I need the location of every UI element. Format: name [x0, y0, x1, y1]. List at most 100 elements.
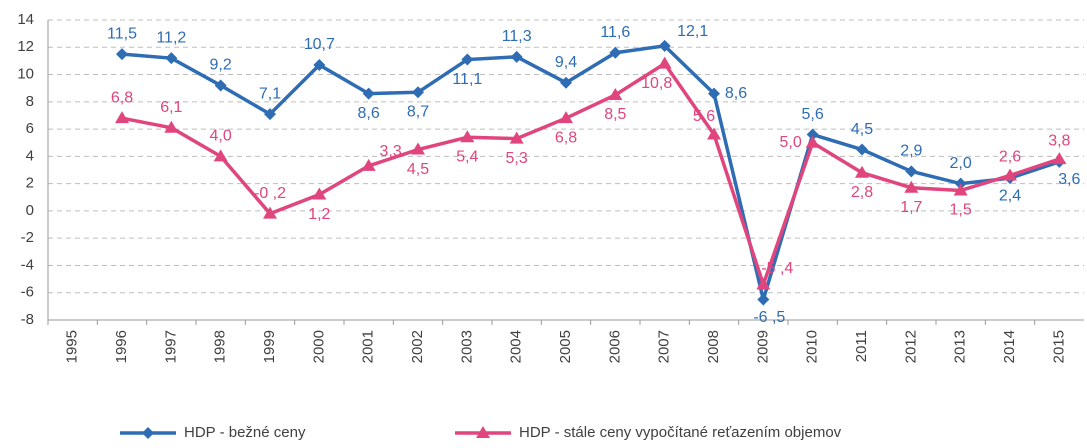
data-label: 5,6 — [693, 108, 715, 125]
data-label: -6 ,5 — [753, 309, 785, 326]
x-tick-label: 2011 — [853, 330, 870, 362]
y-tick-label: 10 — [17, 66, 34, 83]
marker — [263, 206, 277, 219]
x-tick-label: 2013 — [952, 330, 969, 363]
marker — [1052, 152, 1067, 165]
marker — [856, 143, 868, 156]
data-label: 4,5 — [851, 121, 873, 138]
legend-marker — [476, 426, 490, 438]
marker — [361, 158, 376, 171]
marker — [658, 39, 671, 52]
marker — [855, 165, 869, 178]
data-label: 8,6 — [725, 85, 747, 102]
x-tick-label: 2001 — [360, 330, 377, 363]
data-label: 11,5 — [107, 25, 137, 42]
marker — [313, 59, 326, 71]
y-tick-label: 14 — [17, 11, 34, 28]
y-tick-label: -6 — [21, 284, 34, 301]
y-tick-label: 0 — [26, 202, 34, 219]
data-label: 5,3 — [506, 150, 528, 167]
marker — [164, 120, 179, 133]
data-label: 6,8 — [111, 89, 133, 106]
data-label: 5,4 — [456, 148, 478, 165]
x-tick-label: 2000 — [310, 330, 327, 363]
y-tick-label: 2 — [26, 175, 34, 192]
data-label: 2,8 — [851, 184, 873, 201]
data-label: 4,0 — [210, 128, 232, 145]
marker — [608, 88, 623, 100]
data-label: -5 ,4 — [761, 260, 793, 277]
y-tick-label: -2 — [21, 229, 34, 246]
data-label: 1,7 — [900, 199, 922, 216]
x-tick-label: 2015 — [1050, 330, 1067, 363]
marker — [904, 180, 919, 193]
marker — [362, 87, 375, 100]
data-label: 9,2 — [210, 57, 232, 74]
x-tick-label: 2003 — [458, 330, 475, 363]
x-tick-label: 2009 — [754, 330, 771, 363]
x-tick-label: 2007 — [656, 330, 673, 363]
data-label: 10,7 — [304, 36, 335, 53]
marker — [460, 130, 475, 143]
data-label: 10,8 — [641, 75, 672, 92]
x-tick-label: 2012 — [902, 330, 919, 363]
data-label: 5,0 — [780, 134, 802, 151]
y-tick-label: 4 — [26, 147, 34, 164]
y-tick-label: 12 — [17, 38, 34, 55]
x-tick-label: 1997 — [162, 330, 179, 363]
legend-marker — [142, 427, 154, 439]
data-label: 4,5 — [407, 161, 429, 178]
marker — [805, 135, 820, 148]
data-label: 11,3 — [502, 28, 532, 45]
data-label: 8,6 — [358, 105, 380, 122]
x-tick-label: 1996 — [113, 330, 130, 363]
x-tick-label: 2008 — [705, 330, 722, 363]
marker — [708, 87, 720, 100]
data-label: 11,6 — [600, 24, 630, 41]
y-tick-label: -4 — [21, 256, 34, 273]
data-label: 12,1 — [677, 23, 708, 40]
marker — [214, 79, 227, 92]
x-tick-label: 2002 — [409, 330, 426, 363]
marker — [560, 76, 572, 89]
y-tick-label: 6 — [26, 120, 34, 137]
series-line — [121, 44, 1060, 307]
marker — [312, 187, 327, 200]
x-tick-label: 2014 — [1001, 330, 1018, 363]
marker — [165, 52, 178, 65]
marker — [905, 165, 918, 178]
data-label: -0 ,2 — [254, 185, 286, 202]
data-label: 2,6 — [999, 149, 1021, 166]
marker — [657, 56, 672, 69]
data-label: 8,7 — [407, 103, 429, 120]
data-label: 1,2 — [308, 206, 330, 223]
marker — [609, 46, 622, 59]
marker — [461, 53, 474, 66]
data-label: 3,3 — [380, 143, 402, 160]
marker — [411, 142, 425, 155]
x-tick-label: 1995 — [64, 330, 81, 363]
x-tick-label: 1998 — [212, 330, 229, 363]
data-label: 8,5 — [604, 106, 626, 123]
marker — [1003, 168, 1017, 181]
y-tick-label: 8 — [26, 93, 34, 110]
data-label: 11,2 — [156, 29, 186, 46]
marker — [707, 127, 721, 140]
data-label: 3,6 — [1058, 171, 1080, 188]
marker — [757, 293, 770, 306]
x-tick-label: 2006 — [606, 330, 623, 363]
x-tick-label: 2005 — [557, 330, 574, 363]
series-line — [121, 61, 1060, 291]
marker — [264, 108, 276, 121]
x-tick-label: 2004 — [508, 330, 525, 363]
data-label: 2,0 — [950, 155, 972, 172]
x-tick-label: 2010 — [804, 330, 821, 363]
data-label: 2,4 — [999, 187, 1021, 204]
y-tick-label: -8 — [21, 311, 34, 328]
data-label: 3,8 — [1048, 132, 1070, 149]
data-label: 2,9 — [900, 143, 922, 160]
marker — [213, 149, 228, 162]
marker — [115, 111, 129, 124]
data-label: 5,6 — [802, 106, 824, 123]
